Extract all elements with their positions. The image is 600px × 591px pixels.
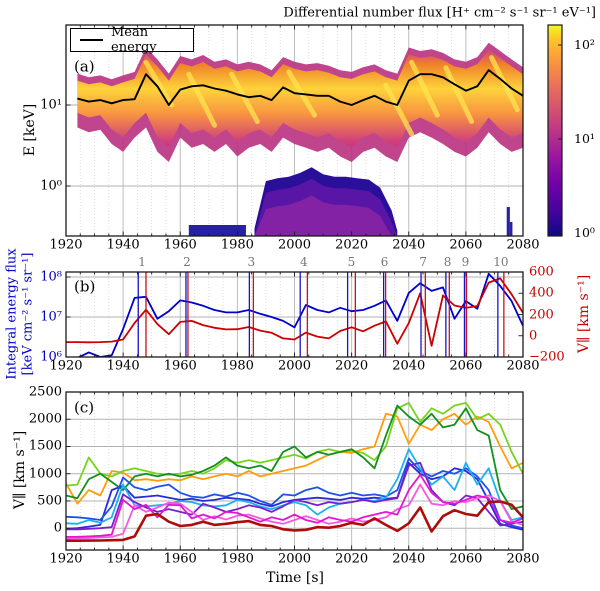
panel-c-xtick: 1980 bbox=[220, 551, 254, 567]
panel-a-xtick: 2020 bbox=[335, 237, 369, 253]
colorbar-tick-label: 10² bbox=[574, 36, 595, 52]
panel-a-letter: (a) bbox=[74, 57, 95, 76]
panel-a-ytick: 10⁰ bbox=[40, 178, 62, 194]
spectrogram-streak bbox=[409, 59, 440, 118]
panel-b-ticks bbox=[66, 271, 523, 358]
panel-b-left-ytick: 10⁶ bbox=[40, 349, 62, 365]
panel-b-vparallel-line bbox=[66, 277, 523, 347]
panel-b-xtick: 1920 bbox=[49, 358, 83, 374]
panel-a-xtick: 1980 bbox=[220, 237, 254, 253]
panel-a-xtick: 1920 bbox=[49, 237, 83, 253]
spectrogram-streak bbox=[186, 71, 218, 128]
panel-c-xtick: 1920 bbox=[49, 551, 83, 567]
panel-c-ylabel: V∥ [km s⁻¹] bbox=[12, 430, 28, 510]
panel-c-line-darkred bbox=[66, 500, 523, 543]
panel-c-xtick: 2020 bbox=[335, 551, 369, 567]
panel-c-line-lightgreen bbox=[66, 401, 523, 487]
panel-c-line-darkgreen bbox=[66, 404, 523, 511]
event-marker-number-10: 10 bbox=[493, 255, 509, 269]
panel-a-ylabel: E [keV] bbox=[22, 103, 38, 157]
panel-b-right-ytick: 400 bbox=[529, 285, 554, 301]
panel-b-xtick: 1980 bbox=[220, 358, 254, 374]
panel-c-line-orange bbox=[66, 412, 523, 505]
panel-b-ylabel-line2: [keV cm⁻² s⁻¹ sr⁻¹] bbox=[20, 252, 36, 376]
panel-b-content bbox=[66, 272, 523, 357]
event-marker-number-5: 5 bbox=[347, 255, 356, 269]
panel-c-line-pink bbox=[66, 483, 523, 540]
panel-b-xtick: 1960 bbox=[163, 358, 197, 374]
panel-c-ytick: 2000 bbox=[28, 411, 62, 427]
low-energy-spike bbox=[506, 207, 510, 236]
panel-b-left-ytick: 10⁷ bbox=[40, 309, 62, 325]
panel-b-right-ytick: 200 bbox=[529, 307, 554, 322]
panel-c-ytick: 500 bbox=[37, 493, 62, 509]
panel-b-right-ytick: 0 bbox=[529, 328, 538, 344]
mean-energy-legend-label: Mean energy bbox=[111, 25, 157, 55]
panel-c-line-blue bbox=[66, 457, 523, 530]
panel-c-letter: (c) bbox=[74, 398, 95, 417]
panel-a-xtick: 2080 bbox=[506, 237, 540, 253]
low-energy-spike bbox=[509, 221, 513, 236]
mean-energy-line bbox=[77, 69, 523, 106]
panel-b-letter: (b) bbox=[74, 277, 96, 296]
event-marker-number-9: 9 bbox=[461, 255, 470, 269]
panel-b-grid bbox=[79, 272, 510, 357]
event-marker-number-4: 4 bbox=[299, 255, 308, 269]
panel-a-xtick: 2000 bbox=[277, 237, 312, 253]
panel-c-line-magenta bbox=[66, 473, 523, 538]
event-marker-number-2: 2 bbox=[183, 255, 191, 269]
panel-b-xtick: 2040 bbox=[392, 358, 426, 374]
low-energy-strip bbox=[188, 225, 246, 236]
panel-c-xtick: 2060 bbox=[449, 551, 483, 567]
panel-a-spectrogram bbox=[77, 42, 523, 236]
panel-b-right-ytick: −200 bbox=[529, 349, 565, 365]
panel-c-ytick: 1000 bbox=[28, 466, 62, 482]
event-marker-number-6: 6 bbox=[380, 255, 389, 269]
mean-energy-legend: Mean energy bbox=[70, 25, 194, 55]
panel-c-content bbox=[66, 401, 523, 543]
colorbar-tick-label: 10⁰ bbox=[574, 224, 595, 240]
event-marker-number-8: 8 bbox=[443, 255, 452, 269]
panel-c-xtick: 1960 bbox=[163, 551, 197, 567]
spectrogram-streak bbox=[383, 82, 415, 137]
colorbar-border bbox=[547, 24, 563, 237]
panel-c-ytick: 0 bbox=[53, 520, 62, 536]
spectrogram-streak bbox=[143, 59, 175, 108]
low-energy-blob-core bbox=[254, 195, 392, 236]
panel-b-left-ytick: 10⁸ bbox=[40, 269, 62, 285]
panel-c-ytick: 1500 bbox=[28, 438, 62, 454]
panel-c-xtick: 1940 bbox=[106, 551, 140, 567]
colorbar-title: Differential number flux [H⁺ cm⁻² s⁻¹ sr… bbox=[283, 5, 596, 21]
event-marker-number-3: 3 bbox=[247, 255, 256, 269]
panel-c-xtick: 2000 bbox=[277, 551, 312, 567]
colorbar-tick-label: 10¹ bbox=[574, 130, 595, 146]
colorbar bbox=[548, 25, 562, 236]
panel-a-xtick: 1960 bbox=[163, 237, 197, 253]
panel-b-ylabel-line1: Integral energy flux bbox=[4, 248, 20, 380]
panel-b-xtick: 2080 bbox=[506, 358, 540, 374]
panel-c-xtick: 2040 bbox=[392, 551, 426, 567]
panel-c-ticks bbox=[66, 391, 510, 550]
panel-a-xtick: 2040 bbox=[392, 237, 426, 253]
panel-b-right-ylabel: V∥ [km s⁻¹] bbox=[576, 274, 592, 354]
panel-a-ticks bbox=[66, 25, 510, 236]
x-axis-title: Time [s] bbox=[266, 570, 324, 586]
mean-energy-line-sample bbox=[80, 39, 103, 41]
panel-b-right-ytick: 600 bbox=[529, 264, 554, 280]
panel-a-ytick: 10¹ bbox=[40, 97, 62, 113]
panel-b-xtick: 2060 bbox=[449, 358, 483, 374]
panel-a-xtick: 1940 bbox=[106, 237, 140, 253]
spectrogram-streak bbox=[443, 65, 475, 125]
panel-b-xtick: 1940 bbox=[106, 358, 140, 374]
event-marker-number-7: 7 bbox=[419, 255, 427, 269]
panel-b-xtick: 2020 bbox=[335, 358, 369, 374]
panel-b-xtick: 2000 bbox=[277, 358, 312, 374]
panel-c-xtick: 2080 bbox=[506, 551, 540, 567]
panel-a-xtick: 2060 bbox=[449, 237, 483, 253]
event-marker-number-1: 1 bbox=[138, 255, 146, 269]
spectrogram-streak bbox=[229, 71, 260, 125]
panel-c-ytick: 2500 bbox=[28, 384, 62, 400]
